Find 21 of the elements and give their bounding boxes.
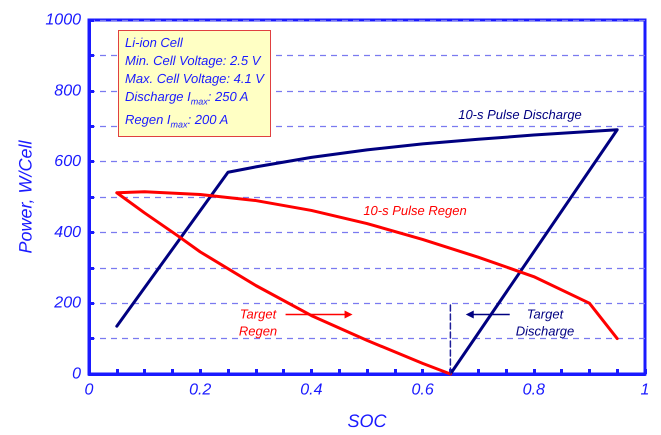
y-tick-label: 200 bbox=[53, 294, 82, 312]
annotation: Target Regen bbox=[238, 306, 278, 338]
annotation: 10-s Pulse Discharge bbox=[458, 107, 582, 122]
x-axis-title: SOC bbox=[347, 411, 388, 431]
text: Li-ion Cell Min. Cell Voltage: 2.5 V Max. Cell Voltage: 4.1 V Discharge I$_{max}$: 250 A Regen I$_{max}$: 200 A bbox=[125, 35, 264, 130]
y-tick-label: 400 bbox=[54, 224, 82, 241]
x-tick-label: 0.6 bbox=[411, 382, 434, 398]
y-tick-label: 600 bbox=[54, 153, 82, 170]
x-tick-label: 0.2 bbox=[189, 382, 212, 398]
x-tick-label: 0 bbox=[84, 382, 94, 398]
line-series bbox=[115, 128, 619, 376]
y-axis-title: Power, W/Cell bbox=[16, 139, 36, 254]
x-tick-label: 0.4 bbox=[300, 382, 323, 398]
y-tick-label: 1000 bbox=[45, 12, 82, 28]
y-tick-label: 800 bbox=[54, 82, 82, 100]
x-tick-label: 0.8 bbox=[522, 382, 546, 398]
line-series bbox=[115, 190, 619, 376]
x-tick-label: 1 bbox=[640, 382, 650, 398]
y-tick-label: 0 bbox=[72, 366, 82, 382]
annotation: Target Discharge bbox=[516, 306, 574, 338]
annotation: 10-s Pulse Regen bbox=[363, 203, 467, 218]
